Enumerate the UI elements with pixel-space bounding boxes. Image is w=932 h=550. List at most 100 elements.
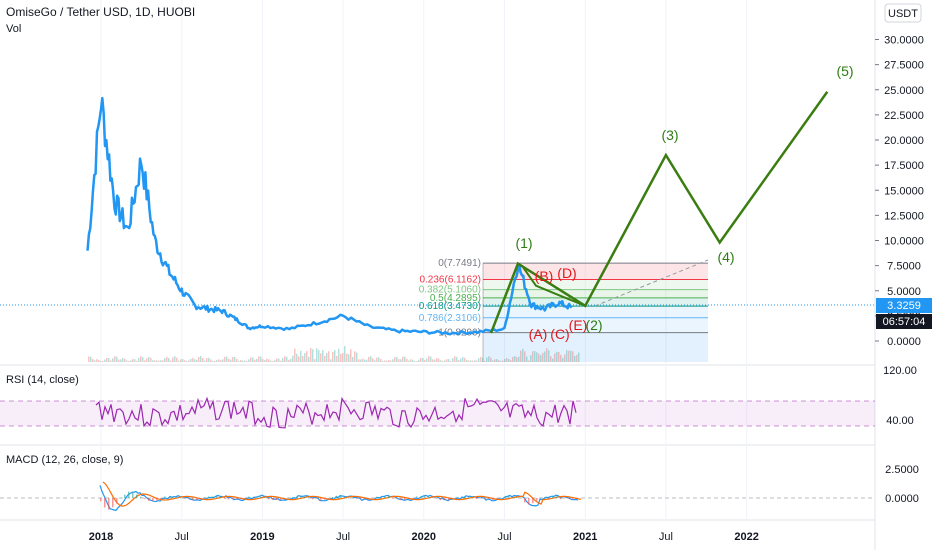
volume-bar	[224, 356, 226, 362]
volume-bar	[304, 353, 306, 362]
volume-bar	[204, 360, 206, 362]
price-axis[interactable]: 30.0000 27.5000 25.0000 22.5000 20.0000 17.50…	[875, 35, 924, 349]
corrective-wave-label: (A)	[529, 326, 548, 342]
volume-bar	[106, 357, 108, 362]
impulse-wave-label: (5)	[836, 63, 853, 79]
fib-level-label: 0.618(3.4730)	[419, 301, 481, 312]
macd-hist-bar	[384, 496, 386, 498]
fib-zone	[483, 317, 708, 333]
volume-bar	[454, 356, 456, 362]
fib-retracement[interactable]: 0(7.7491) 0.236(6.1162)0.382(5.1060)0.5(4…	[419, 258, 708, 362]
volume-bar	[418, 359, 420, 362]
macd-hist-bar	[176, 497, 178, 498]
volume-bar	[536, 352, 538, 362]
volume-bar	[186, 360, 188, 362]
volume-bar	[290, 358, 292, 362]
corrective-wave-label: (C)	[550, 326, 569, 342]
macd-hist-bar	[208, 496, 210, 498]
volume-bar	[384, 360, 386, 362]
macd-hist-bar	[436, 498, 438, 499]
volume-bar	[368, 356, 370, 362]
volume-bar	[134, 359, 136, 362]
macd-tick-2-5: 2.5000	[885, 464, 919, 476]
volume-bar	[266, 358, 268, 362]
macd-hist-bar	[132, 492, 134, 498]
volume-bar	[114, 356, 116, 362]
volume-bar	[394, 357, 396, 362]
time-axis[interactable]: 2018 Jul 2019 Jul 2020 Jul 2021 Jul 2022	[89, 531, 759, 543]
trend-extension-line[interactable]	[594, 259, 709, 307]
macd-hist-bar	[260, 496, 262, 498]
volume-bar	[354, 351, 356, 362]
volume-bar	[352, 356, 354, 362]
macd-hist-bar	[484, 498, 486, 499]
volume-bar	[372, 358, 374, 362]
volume-bar	[566, 350, 568, 362]
volume-bar	[448, 359, 450, 362]
volume-bar	[148, 356, 150, 362]
macd-hist-bar	[324, 498, 326, 500]
volume-bar	[240, 359, 242, 362]
price-series-line[interactable]	[86, 96, 573, 336]
volume-bar	[374, 360, 376, 362]
volume-bar	[466, 360, 468, 362]
volume-bar	[284, 356, 286, 362]
time-tick-label: 2022	[734, 531, 758, 543]
volume-bar	[130, 360, 132, 362]
macd-hist-bar	[380, 497, 382, 498]
volume-bar	[236, 358, 238, 362]
last-price-value: 3.3259	[887, 300, 921, 312]
macd-hist-bar	[364, 498, 366, 499]
macd-hist-bar	[476, 498, 478, 500]
macd-hist-bar	[332, 496, 334, 498]
volume-bar	[378, 357, 380, 362]
volume-bar	[398, 359, 400, 362]
volume-bar	[220, 360, 222, 362]
volume-bar	[404, 356, 406, 362]
rsi-band	[0, 401, 875, 426]
volume-bar	[514, 356, 516, 362]
volume-bar	[410, 359, 412, 362]
macd-hist-bar	[268, 498, 270, 500]
volume-bar	[110, 360, 112, 362]
impulse-wave-label: (2)	[585, 317, 602, 333]
volume-bar	[446, 359, 448, 362]
countdown-value: 06:57:04	[883, 316, 926, 328]
volume-bar	[348, 354, 350, 362]
macd-hist-bar	[240, 498, 242, 500]
volume-bar	[356, 352, 358, 362]
volume-bar	[546, 348, 548, 362]
volume-bar	[518, 356, 520, 362]
volume-bar	[154, 360, 156, 362]
volume-bar	[340, 353, 342, 362]
volume-bar	[476, 360, 478, 362]
macd-hist-bar	[296, 497, 298, 498]
volume-bar	[406, 358, 408, 362]
volume-bar	[168, 358, 170, 362]
volume-bar	[278, 358, 280, 362]
macd-hist-bar	[460, 497, 462, 499]
fib-level-label: 0.5(4.2895)	[430, 293, 481, 304]
volume-bar	[468, 360, 470, 362]
volume-bar	[256, 358, 258, 362]
volume-bar	[386, 360, 388, 362]
corrective-wave-line[interactable]	[521, 265, 586, 307]
volume-bar	[122, 357, 124, 362]
volume-bar	[576, 354, 578, 362]
macd-hist-bar	[104, 498, 106, 508]
volume-bar	[90, 356, 92, 362]
elliott-wave-projection[interactable]	[489, 91, 829, 334]
volume-bar	[402, 356, 404, 362]
volume-bar	[244, 360, 246, 362]
rsi-line[interactable]	[95, 396, 577, 429]
macd-hist-bar	[572, 498, 574, 500]
macd-hist-bar	[432, 497, 434, 499]
volume-bar	[334, 350, 336, 362]
macd-hist-bar	[128, 491, 130, 498]
volume-bar	[298, 356, 300, 362]
currency-button[interactable]: USDT	[884, 3, 922, 23]
macd-signal-line[interactable]	[102, 481, 582, 507]
fib-zone-extension	[483, 332, 708, 362]
